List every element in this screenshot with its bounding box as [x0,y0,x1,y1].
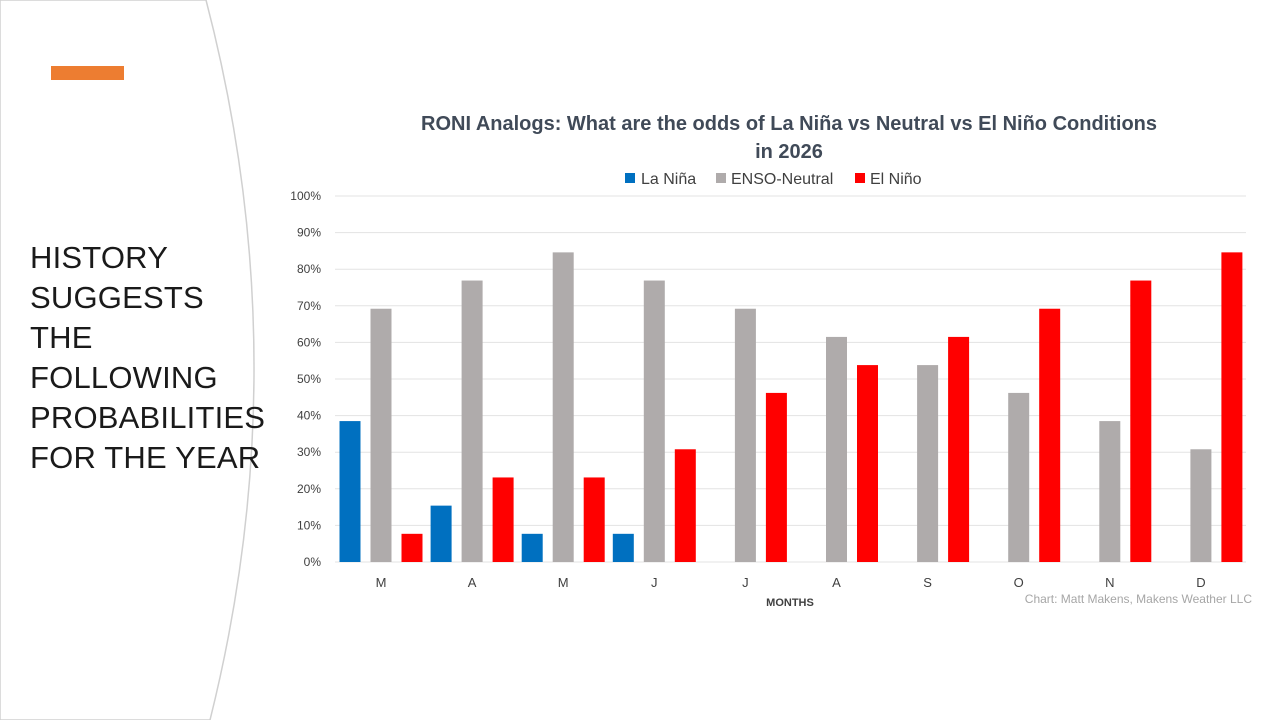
bar-enso-neutral [917,365,939,562]
side-line-4: FOLLOWING [30,360,218,395]
y-tick-label: 90% [297,226,321,240]
y-tick-label: 30% [297,445,321,459]
bar-enso-neutral [1008,392,1030,562]
bar-el-nino [492,477,514,562]
accent-bar [51,66,124,80]
x-tick-label: A [468,575,477,590]
side-headline: HISTORY SUGGESTS THE FOLLOWING PROBABILI… [30,238,266,478]
bar-enso-neutral [734,308,756,562]
chart-bars [339,252,1243,562]
side-line-3: THE [30,320,93,355]
legend-swatch-la-nina [625,173,635,183]
x-tick-label: D [1196,575,1205,590]
bar-el-nino [765,392,787,562]
y-tick-label: 80% [297,262,321,276]
bar-enso-neutral [552,252,574,562]
side-line-2: SUGGESTS [30,280,204,315]
bar-enso-neutral [370,308,392,562]
bar-enso-neutral [1099,421,1121,562]
bar-enso-neutral [1190,449,1212,562]
bar-el-nino [1130,280,1152,562]
y-axis-ticks: 0% 10% 20% 30% 40% 50% 60% 70% 80% 90% 100% [290,189,321,569]
bar-el-nino [674,449,696,562]
bar-la-nina [339,421,361,562]
chart-credit: Chart: Matt Makens, Makens Weather LLC [1025,592,1253,606]
bar-el-nino [401,533,423,562]
chart-legend: La Niña ENSO-Neutral El Niño [625,171,922,188]
y-tick-label: 20% [297,482,321,496]
legend-swatch-el-nino [855,173,865,183]
bar-enso-neutral [643,280,665,562]
side-line-6: FOR THE YEAR [30,440,261,475]
chart-title-line-2: in 2026 [755,141,823,163]
x-tick-label: A [832,575,841,590]
x-tick-label: J [651,575,658,590]
bar-enso-neutral [461,280,483,562]
bar-la-nina [521,533,543,562]
chart-grid [335,195,1246,563]
chart-title-line-1: RONI Analogs: What are the odds of La Ni… [421,113,1157,135]
side-line-5: PROBABILITIES [30,400,266,435]
y-tick-label: 40% [297,409,321,423]
x-axis-label: MONTHS [766,597,814,609]
x-tick-label: M [376,575,387,590]
bar-el-nino [583,477,605,562]
legend-label-el-nino: El Niño [870,171,922,188]
legend-label-enso-neutral: ENSO-Neutral [731,171,833,188]
x-tick-label: O [1014,575,1024,590]
legend-label-la-nina: La Niña [641,171,696,188]
y-tick-label: 60% [297,335,321,349]
y-tick-label: 50% [297,372,321,386]
x-tick-label: J [742,575,749,590]
bar-el-nino [1221,252,1243,562]
bar-el-nino [948,336,970,562]
x-tick-label: S [923,575,932,590]
bar-la-nina [612,533,634,562]
side-line-1: HISTORY [30,240,169,275]
legend-swatch-enso-neutral [716,173,726,183]
y-tick-label: 100% [290,189,321,203]
y-tick-label: 10% [297,518,321,532]
bar-enso-neutral [826,336,847,562]
bar-el-nino [1039,308,1061,562]
x-tick-label: M [558,575,569,590]
bar-el-nino [857,365,878,562]
x-tick-label: N [1105,575,1114,590]
bar-la-nina [430,505,452,562]
y-tick-label: 0% [304,555,322,569]
slide-curve-divider [0,0,255,720]
y-tick-label: 70% [297,299,321,313]
